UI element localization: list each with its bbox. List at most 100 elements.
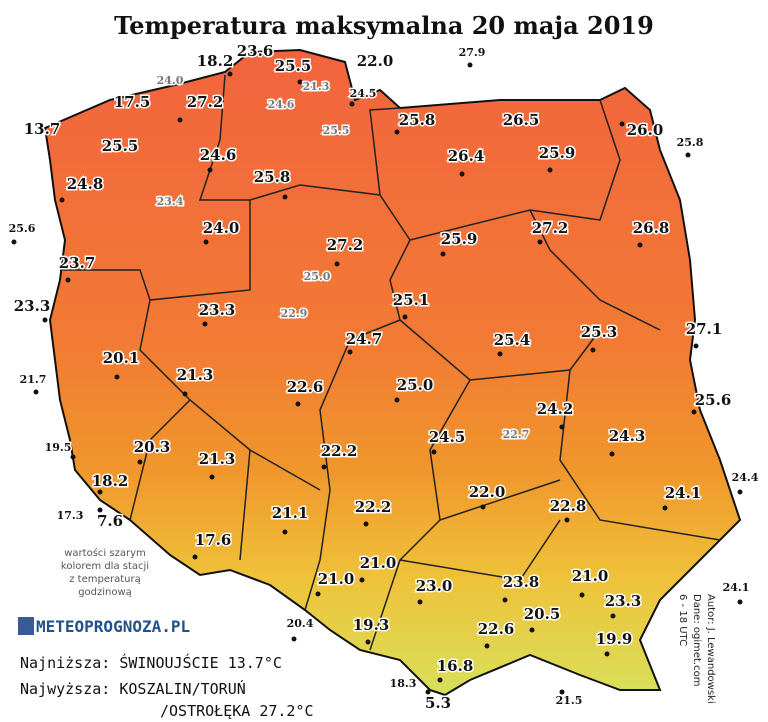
- station-value: 23.0: [416, 577, 453, 595]
- note: wartości szarym kolorem dla stacji z tem…: [61, 547, 149, 598]
- hourly-station-value: 24.0: [157, 74, 184, 87]
- logo: METEOPROGNOZA.PL: [36, 617, 190, 636]
- station-dot: [431, 449, 437, 455]
- station-dot: [203, 239, 209, 245]
- station-dot: [497, 351, 503, 357]
- station-value: 22.6: [478, 620, 515, 638]
- station-value: 22.0: [469, 483, 506, 501]
- station-dot: [33, 389, 39, 395]
- station-value: 26.5: [503, 111, 540, 129]
- station-value: 25.5: [102, 137, 139, 155]
- station-value: 23.6: [237, 42, 274, 60]
- station-dot: [321, 464, 327, 470]
- station-dot: [547, 167, 553, 173]
- station-dot: [347, 349, 353, 355]
- station-value: 25.3: [581, 323, 618, 341]
- station-value: 19.3: [353, 616, 390, 634]
- hourly-station-value: 21.3: [303, 80, 330, 93]
- hourly-station-value: 24.6: [268, 98, 295, 111]
- station-value: 23.3: [14, 297, 51, 315]
- station-value: 25.8: [254, 168, 291, 186]
- station-value: 25.6: [695, 391, 732, 409]
- station-value: 19.9: [596, 630, 633, 648]
- station-value: 21.0: [318, 570, 355, 588]
- station-value: 26.0: [627, 121, 664, 139]
- station-value: 24.5: [350, 87, 377, 100]
- station-dot: [282, 529, 288, 535]
- station-value: 21.3: [177, 366, 214, 384]
- station-value: 27.2: [187, 93, 224, 111]
- extreme-line: Najwyższa: KOSZALIN/TORUŃ: [20, 679, 246, 698]
- note-line: godzinową: [78, 587, 132, 598]
- station-dot: [579, 592, 585, 598]
- station-dot: [417, 599, 423, 605]
- station-dot: [564, 517, 570, 523]
- station-value: 24.3: [609, 427, 646, 445]
- station-dot: [297, 79, 303, 85]
- station-value: 21.1: [272, 504, 309, 522]
- station-value: 24.0: [203, 219, 240, 237]
- station-dot: [70, 454, 76, 460]
- station-dot: [177, 117, 183, 123]
- station-dot: [737, 489, 743, 495]
- station-dot: [295, 401, 301, 407]
- station-dot: [440, 251, 446, 257]
- station-dot: [604, 651, 610, 657]
- credit: Dane: ogimet.com: [691, 594, 702, 686]
- station-value: 22.8: [550, 497, 587, 515]
- station-value: 24.5: [429, 428, 466, 446]
- station-dot: [363, 521, 369, 527]
- station-value: 25.8: [399, 111, 436, 129]
- station-dot: [437, 677, 443, 683]
- station-value: 25.4: [494, 331, 531, 349]
- station-value: 26.8: [633, 219, 670, 237]
- station-dot: [42, 317, 48, 323]
- station-value: 27.2: [327, 236, 364, 254]
- station-value: 23.3: [605, 592, 642, 610]
- hourly-station-value: 25.0: [304, 270, 331, 283]
- station-dot: [315, 591, 321, 597]
- station-value: 18.2: [92, 472, 129, 490]
- station-value: 24.2: [537, 400, 574, 418]
- station-value: 18.2: [197, 52, 234, 70]
- station-dot: [637, 242, 643, 248]
- station-dot: [559, 689, 565, 695]
- station-dot: [467, 62, 473, 68]
- station-dot: [227, 71, 233, 77]
- station-value: 17.5: [114, 93, 151, 111]
- station-dot: [97, 489, 103, 495]
- station-dot: [691, 409, 697, 415]
- station-value: 20.5: [524, 605, 561, 623]
- station-dot: [137, 459, 143, 465]
- station-value: 27.1: [686, 320, 723, 338]
- title: Temperatura maksymalna 20 maja 2019: [114, 11, 654, 40]
- station-dot: [737, 599, 743, 605]
- station-dot: [394, 129, 400, 135]
- station-value: 22.6: [287, 378, 324, 396]
- station-dot: [662, 505, 668, 511]
- extreme-line: /OSTROŁĘKA 27.2°C: [160, 702, 314, 720]
- station-value: 24.7: [346, 330, 383, 348]
- station-dot: [207, 167, 213, 173]
- station-value: 25.1: [393, 291, 430, 309]
- station-dot: [609, 451, 615, 457]
- station-dot: [291, 636, 297, 642]
- station-value: 21.3: [199, 450, 236, 468]
- station-dot: [484, 643, 490, 649]
- station-dot: [537, 239, 543, 245]
- credit: 6 - 18 UTC: [677, 594, 688, 646]
- station-dot: [334, 261, 340, 267]
- station-value: 25.9: [539, 144, 576, 162]
- station-value: 27.9: [459, 46, 486, 59]
- hourly-station-value: 25.5: [323, 124, 350, 137]
- stations: 18.223.625.5 22.0 27.917.5 27.2 24.513.7 25.8…: [7, 41, 760, 714]
- extreme-line: Najniższa: ŚWINOUJŚCIE 13.7°C: [20, 653, 282, 672]
- station-value: 18.3: [390, 677, 417, 690]
- station-dot: [59, 197, 65, 203]
- hourly-station-value: 22.7: [503, 428, 530, 441]
- station-dot: [11, 239, 17, 245]
- station-dot: [65, 277, 71, 283]
- station-value: 21.5: [556, 694, 583, 707]
- station-dot: [529, 627, 535, 633]
